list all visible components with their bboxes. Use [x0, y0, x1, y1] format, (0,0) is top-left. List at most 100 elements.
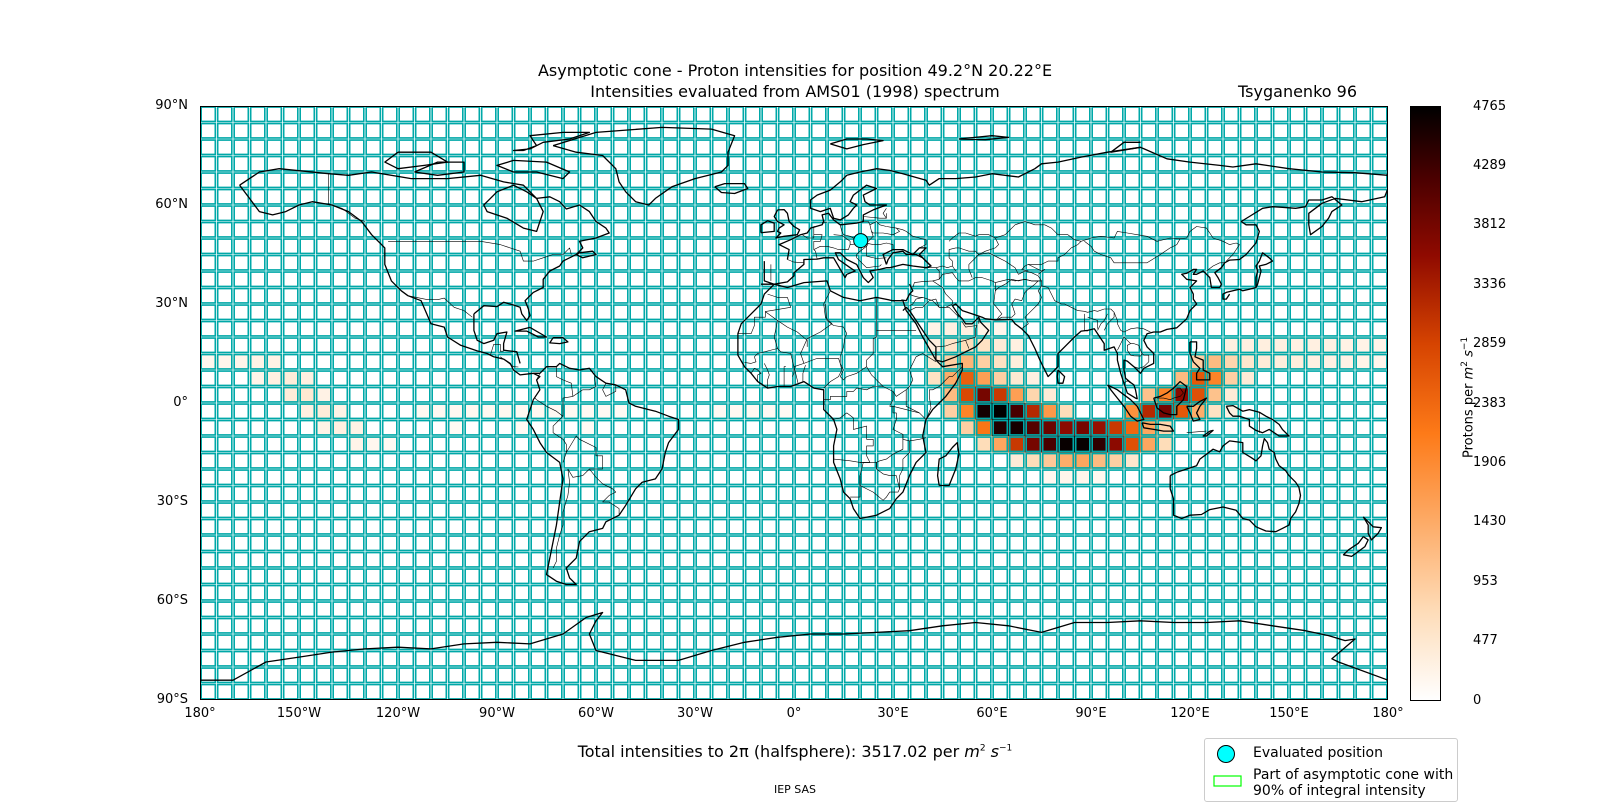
country-border [882, 208, 887, 219]
coastline [239, 184, 680, 586]
intensity-cell [1173, 370, 1190, 387]
country-border [909, 298, 960, 318]
intensity-cell [1338, 337, 1355, 354]
intensity-cell [926, 353, 943, 370]
country-border [892, 406, 920, 414]
intensity-cell [348, 436, 365, 453]
intensity-cell [1157, 419, 1174, 436]
intensity-cell [1124, 436, 1141, 453]
intensity-cell [744, 403, 761, 420]
total-intensity: Total intensities to 2π (halfsphere): 35… [0, 742, 1590, 761]
intensity-cell [1140, 436, 1157, 453]
intensity-cell [1025, 436, 1042, 453]
intensity-cell [1124, 452, 1141, 469]
country-border [1206, 262, 1225, 272]
intensity-cell [612, 403, 629, 420]
intensity-cell [414, 403, 431, 420]
intensity-cell [1041, 436, 1058, 453]
intensity-cell [926, 370, 943, 387]
credit: IEP SAS [773, 783, 817, 796]
country-border [948, 232, 999, 266]
intensity-cell [1041, 452, 1058, 469]
colorbar-tick-label: 1430 [1473, 514, 1507, 530]
coastline [496, 159, 571, 180]
intensity-cell [975, 386, 992, 403]
intensity-cell [1008, 436, 1025, 453]
intensity-cell [497, 403, 514, 420]
country-border [1081, 226, 1240, 262]
latitude-tick-label: 90°N [155, 98, 188, 113]
intensity-cell [1091, 452, 1108, 469]
country-border [850, 475, 861, 498]
total-exp-s: −1 [999, 743, 1013, 754]
intensity-cell [1008, 419, 1025, 436]
longitude-tick-label: 150°W [276, 706, 322, 721]
intensity-cell [200, 353, 217, 370]
country-border [889, 406, 927, 442]
country-border [938, 272, 1003, 320]
intensity-cell [1355, 337, 1372, 354]
country-border [388, 241, 572, 262]
intensity-cell [1074, 436, 1091, 453]
country-border [737, 293, 791, 334]
latitude-tick-label: 60°N [155, 197, 188, 212]
longitude-tick-label: 30°W [677, 706, 713, 721]
coastline [830, 138, 884, 150]
intensity-cell [1058, 403, 1075, 420]
country-border [764, 363, 770, 389]
intensity-cell [1289, 337, 1306, 354]
coastline [1110, 141, 1141, 153]
country-border [1117, 336, 1150, 369]
intensity-cell [1223, 353, 1240, 370]
intensity-cell [1190, 353, 1207, 370]
intensity-cell [1223, 370, 1240, 387]
intensity-cell [959, 320, 976, 337]
intensity-cell [315, 419, 332, 436]
intensity-cell [992, 337, 1009, 354]
intensity-cell [1305, 337, 1322, 354]
intensity-cell [1371, 337, 1388, 354]
intensity-cell [480, 403, 497, 420]
intensity-cell [992, 436, 1009, 453]
intensity-cell [1041, 403, 1058, 420]
country-border [926, 265, 956, 272]
intensity-cell [777, 403, 794, 420]
country-border [825, 303, 937, 397]
intensity-cell [1190, 403, 1207, 420]
intensity-cell [992, 370, 1009, 387]
intensity-cell [1008, 337, 1025, 354]
intensity-cell [1206, 386, 1223, 403]
coastline [512, 131, 591, 152]
intensity-cell [299, 403, 316, 420]
coastline [737, 280, 963, 520]
intensity-cell [1041, 469, 1058, 486]
country-border [909, 297, 923, 306]
intensity-cell [1074, 452, 1091, 469]
country-border [802, 365, 806, 382]
intensity-cell [1157, 436, 1174, 453]
intensity-cells [200, 320, 1388, 486]
intensity-cell [1206, 403, 1223, 420]
coastline [778, 146, 1388, 260]
intensity-cell [1091, 419, 1108, 436]
intensity-cell [282, 370, 299, 387]
country-border [566, 435, 603, 478]
country-border [1157, 387, 1184, 400]
colorbar-tick-label: 3336 [1473, 276, 1507, 292]
coastline [473, 196, 610, 322]
country-border [552, 468, 570, 569]
intensity-cell [1206, 353, 1223, 370]
country-border [863, 213, 887, 219]
intensity-cell [1322, 337, 1339, 354]
intensity-cell [1322, 353, 1339, 370]
country-border [896, 227, 927, 249]
colorbar-tick-label: 2383 [1473, 395, 1507, 411]
intensity-cell [992, 386, 1009, 403]
intensity-cell [530, 403, 547, 420]
country-border [1097, 313, 1108, 331]
intensity-cell [959, 353, 976, 370]
longitude-tick-label: 30°E [877, 706, 909, 721]
latitude-tick-label: 90°S [156, 692, 188, 707]
country-border [833, 234, 851, 245]
intensity-cell [1025, 419, 1042, 436]
